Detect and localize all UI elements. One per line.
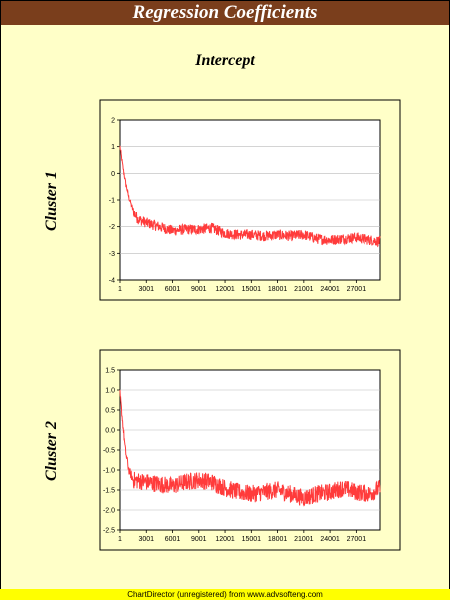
y-tick-label: 0 bbox=[111, 171, 115, 178]
x-tick-label: 1 bbox=[118, 286, 122, 293]
x-tick-label: 21001 bbox=[294, 536, 314, 543]
y-tick-label: -2.5 bbox=[103, 528, 115, 535]
x-tick-label: 3001 bbox=[138, 536, 154, 543]
x-tick-label: 15001 bbox=[242, 286, 262, 293]
y-tick-label: -1.5 bbox=[103, 488, 115, 495]
x-tick-label: 15001 bbox=[242, 536, 262, 543]
x-tick-label: 12001 bbox=[215, 286, 235, 293]
y-tick-label: 1 bbox=[111, 144, 115, 151]
y-tick-label: 1.5 bbox=[105, 368, 115, 375]
y-tick-label: -2.0 bbox=[103, 508, 115, 515]
x-tick-label: 24001 bbox=[320, 286, 340, 293]
x-tick-label: 9001 bbox=[191, 536, 207, 543]
x-tick-label: 6001 bbox=[165, 286, 181, 293]
y-tick-label: -1.0 bbox=[103, 468, 115, 475]
y-tick-label: 2 bbox=[111, 118, 115, 125]
series-line-cluster-1 bbox=[119, 145, 381, 248]
y-tick-label: -0.5 bbox=[103, 448, 115, 455]
x-tick-label: 27001 bbox=[347, 536, 367, 543]
x-tick-label: 3001 bbox=[138, 286, 154, 293]
y-tick-label: -1 bbox=[109, 198, 115, 205]
y-tick-label: -2 bbox=[109, 224, 115, 231]
y-tick-label: 1.0 bbox=[105, 388, 115, 395]
series-line-cluster-2 bbox=[119, 389, 381, 507]
y-tick-label: -3 bbox=[109, 251, 115, 258]
x-tick-label: 1 bbox=[118, 536, 122, 543]
x-tick-label: 24001 bbox=[320, 536, 340, 543]
footer-credit: ChartDirector (unregistered) from www.ad… bbox=[0, 589, 450, 600]
x-tick-label: 6001 bbox=[165, 536, 181, 543]
x-tick-label: 27001 bbox=[347, 286, 367, 293]
x-tick-label: 12001 bbox=[215, 536, 235, 543]
page-title: Regression Coefficients bbox=[1, 1, 449, 25]
x-tick-label: 21001 bbox=[294, 286, 314, 293]
y-tick-label: 0.0 bbox=[105, 428, 115, 435]
column-title: Intercept bbox=[195, 52, 255, 69]
x-tick-label: 18001 bbox=[268, 536, 288, 543]
y-tick-label: 0.5 bbox=[105, 408, 115, 415]
y-tick-label: -4 bbox=[109, 278, 115, 285]
x-tick-label: 9001 bbox=[191, 286, 207, 293]
x-tick-label: 18001 bbox=[268, 286, 288, 293]
